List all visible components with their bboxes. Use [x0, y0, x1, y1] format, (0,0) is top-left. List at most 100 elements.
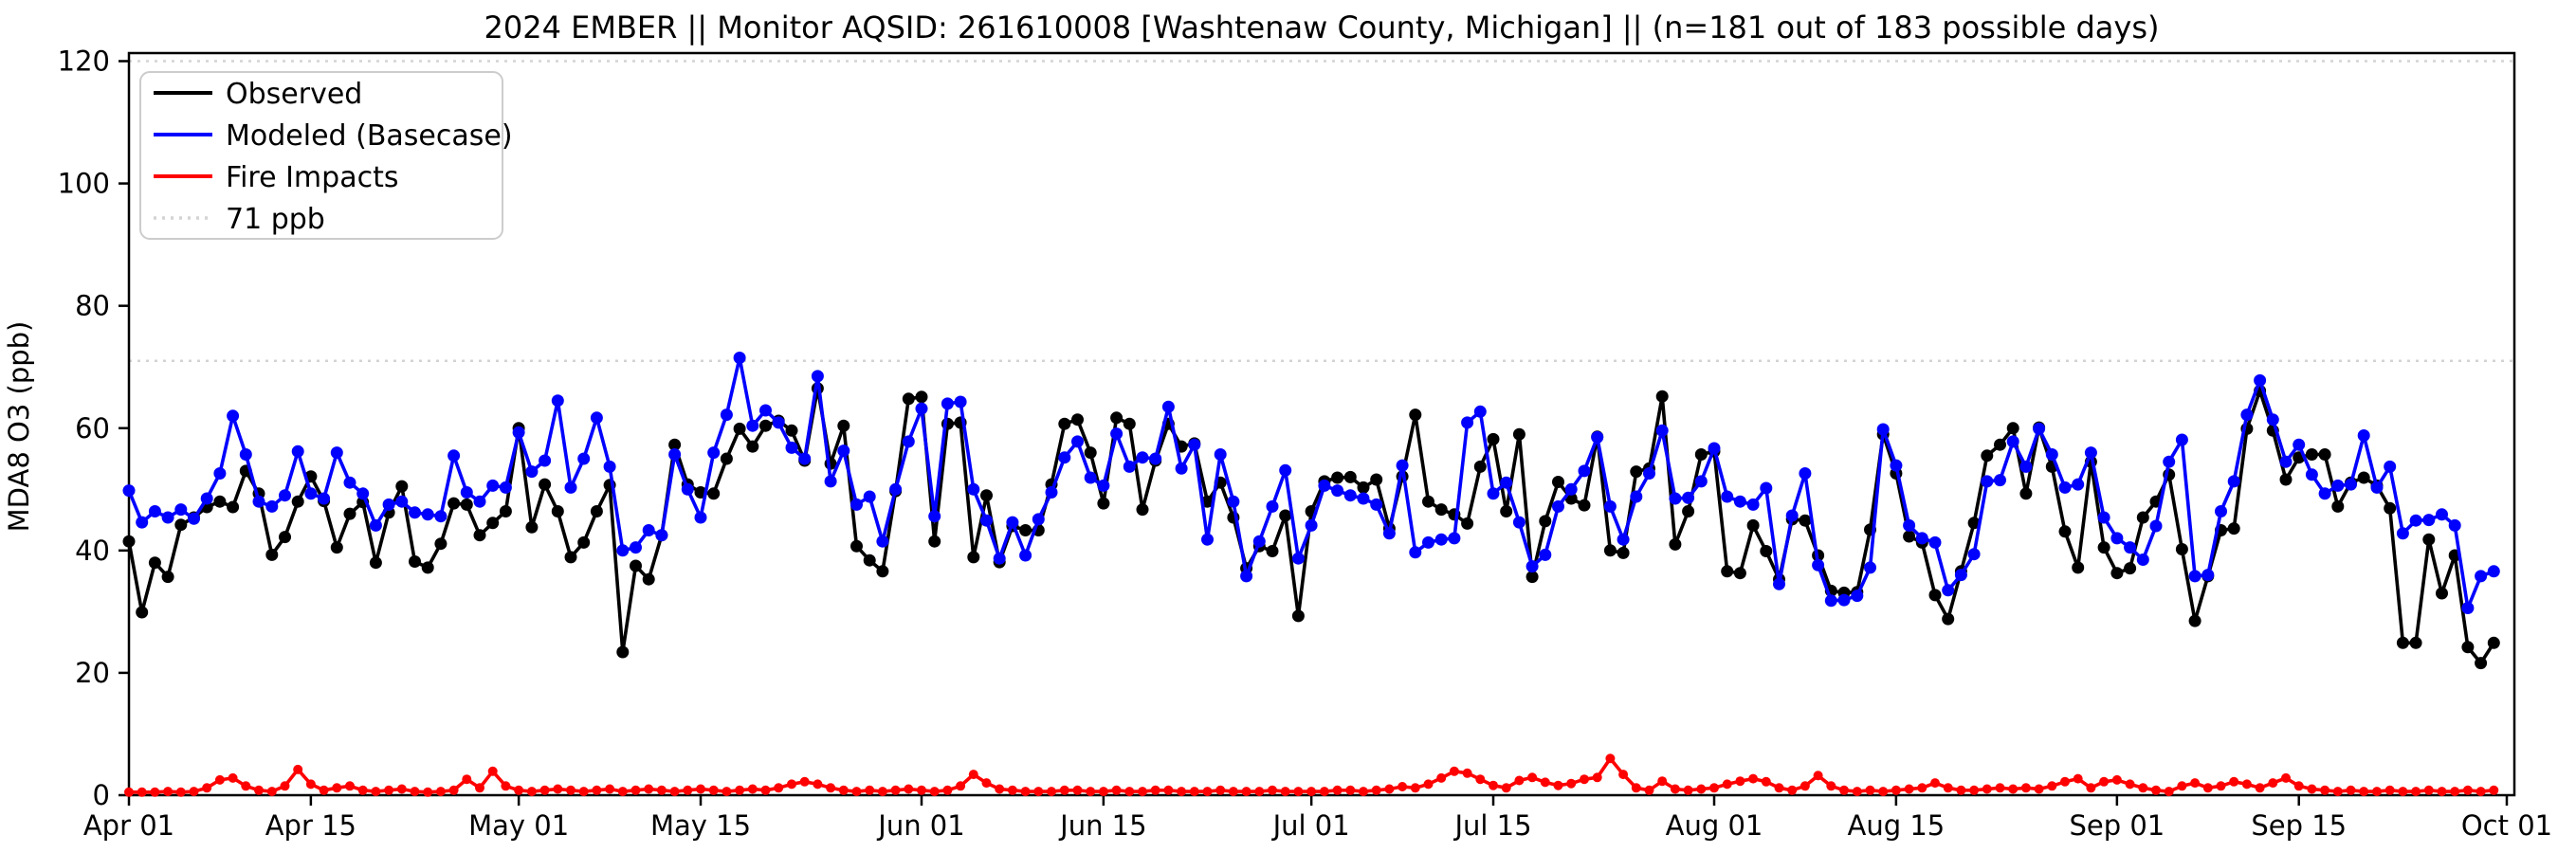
y-tick-label: 100 [58, 168, 110, 200]
series-point [1473, 405, 1487, 418]
series-point [526, 787, 537, 797]
series-point [720, 452, 733, 465]
series-point [161, 571, 174, 584]
series-point [1332, 785, 1343, 795]
series-point [1722, 779, 1732, 789]
series-point [1618, 770, 1629, 780]
series-point [1904, 784, 1914, 794]
legend-label-threshold: 71 ppb [226, 203, 325, 236]
series-point [343, 476, 356, 489]
series-point [1188, 438, 1201, 451]
legend-item-fire: Fire Impacts [154, 161, 398, 194]
series-point [1202, 787, 1213, 797]
series-point [1241, 787, 1251, 797]
x-tick-label: May 01 [468, 809, 569, 842]
series-point [2136, 554, 2149, 566]
series-point [838, 785, 849, 795]
series-point [1631, 783, 1641, 793]
series-point [539, 454, 552, 467]
series-point [122, 484, 136, 498]
series-point [915, 402, 928, 415]
series-point [2448, 518, 2461, 532]
series-point [1370, 473, 1383, 486]
series-point [774, 783, 784, 793]
series-point [2318, 448, 2331, 461]
series-point [1345, 785, 1356, 795]
series-point [772, 416, 785, 429]
series-point [826, 783, 836, 793]
series-point [799, 776, 810, 787]
series-point [1058, 451, 1071, 464]
series-point [551, 394, 564, 408]
series-point [2164, 787, 2174, 797]
series-point [1097, 497, 1110, 510]
series-point [136, 606, 149, 619]
series-point [460, 498, 473, 511]
series-point [1136, 503, 1149, 517]
series-point [1111, 785, 1122, 795]
series-point [1084, 471, 1097, 484]
series-point [2475, 570, 2488, 583]
series-point [1928, 535, 1942, 549]
legend-label-observed: Observed [226, 78, 362, 111]
y-axis: 0 20 40 60 80 100 120 [58, 45, 129, 811]
series-point [213, 467, 227, 480]
series-point [1761, 776, 1771, 787]
series-point [252, 495, 265, 508]
series-point [2033, 422, 2046, 435]
series-point [733, 352, 746, 364]
series-point [2332, 787, 2343, 797]
series-point [603, 460, 616, 473]
legend-item-modeled: Modeled (Basecase) [154, 119, 513, 153]
series-point [577, 452, 591, 465]
series-point [1150, 785, 1160, 795]
series-point [291, 495, 304, 508]
series-point [1954, 569, 1967, 582]
series-point [577, 535, 591, 549]
series-point [1564, 482, 1578, 496]
series-point [174, 503, 188, 517]
series-point [1994, 474, 2006, 487]
series-point [2058, 525, 2072, 538]
series-point [1319, 787, 1329, 797]
series-point [330, 446, 343, 460]
series-point [683, 785, 693, 795]
series-point [1331, 484, 1344, 498]
series-point [1449, 766, 1459, 776]
series-point [1047, 787, 1056, 797]
series-point [668, 448, 682, 461]
series-point [1696, 784, 1707, 794]
series-point [1605, 753, 1616, 764]
series-point [837, 419, 850, 432]
series-point [1967, 517, 1981, 530]
series-point [1228, 787, 1238, 797]
series-point [1733, 495, 1746, 508]
series-point [2177, 781, 2187, 791]
series-point [811, 370, 824, 383]
series-point [746, 440, 759, 453]
series-point [2436, 587, 2448, 600]
series-point [1343, 489, 1357, 502]
series-point [630, 559, 642, 572]
series-point [669, 787, 680, 797]
series-point [228, 772, 238, 783]
series-point [1603, 499, 1617, 513]
series-point [681, 482, 694, 496]
series-point [1891, 785, 1901, 795]
x-tick-label: Jul 15 [1452, 809, 1531, 842]
series-point [1539, 515, 1552, 528]
series-point [499, 481, 512, 494]
legend-box [139, 71, 503, 240]
series-point [824, 475, 837, 488]
series-point [1423, 779, 1434, 789]
legend: Observed Modeled (Basecase) Fire Impacts… [139, 71, 513, 240]
series-point [1436, 772, 1447, 783]
series-point [1526, 560, 1539, 573]
series-point [409, 506, 421, 519]
series-point [735, 785, 745, 795]
series-point [2268, 778, 2278, 789]
series-point [1475, 774, 1486, 785]
series-point [2006, 435, 2019, 448]
modeled-basecase--series [122, 352, 2500, 614]
